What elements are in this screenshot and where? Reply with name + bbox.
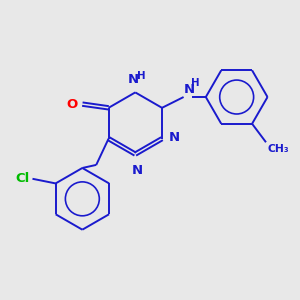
Text: N: N <box>132 164 143 177</box>
Text: Cl: Cl <box>16 172 30 185</box>
Text: N: N <box>169 130 180 144</box>
Text: CH₃: CH₃ <box>268 144 289 154</box>
Text: N: N <box>127 73 138 85</box>
Text: H: H <box>137 71 146 81</box>
Text: N: N <box>184 83 195 96</box>
Text: H: H <box>191 78 200 88</box>
Text: O: O <box>67 98 78 111</box>
